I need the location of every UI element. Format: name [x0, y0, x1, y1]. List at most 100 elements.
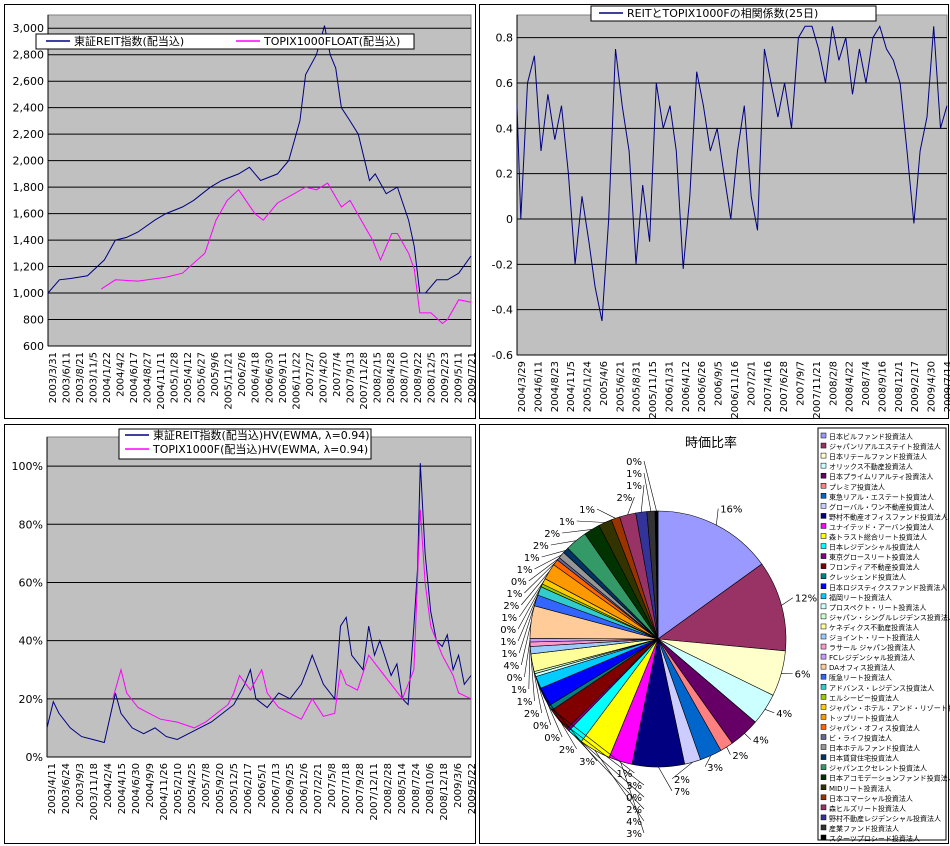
- x-tick-label: 2004/8/23: [550, 361, 561, 412]
- pie-data-label: 4%: [776, 709, 792, 720]
- pie-leader-line: [521, 621, 532, 666]
- series-line-0: [47, 25, 472, 294]
- pie-data-label: 0%: [544, 733, 560, 744]
- legend-swatch: [820, 794, 827, 801]
- pie-data-label: 4%: [753, 736, 769, 747]
- market-cap-pie-panel: 時価比率 16% 12% 6% 4% 4% 2% 3% 2% 7% 0% 1% 1% 2% 1% 1% 2% 2%…: [479, 424, 950, 844]
- legend-swatch: [820, 714, 827, 720]
- legend-label: REITとTOPIX1000Fの相関係数(25日): [627, 7, 818, 20]
- x-tick-label: 2009/2/17: [910, 361, 921, 412]
- y-tick-label: 1,600: [13, 208, 45, 221]
- pie-leader-line: [524, 562, 556, 594]
- x-tick-label: 2004/11/5: [566, 361, 577, 412]
- x-tick-label: 2005/8/31: [632, 361, 643, 412]
- x-tick-label: 2008/9/16: [877, 361, 888, 412]
- volatility-chart-panel: 0% 20% 40% 60% 80% 100% 2003/4/11 2003/6/24 2003…: [4, 424, 477, 844]
- legend-swatch: [820, 643, 827, 650]
- pie-leader-line: [528, 644, 531, 690]
- x-tick-label: 2004/6/30: [131, 763, 142, 814]
- legend-label: 日本賃貸住宅投資法人: [829, 754, 899, 763]
- pie-data-label: 1%: [501, 649, 517, 660]
- y-tick-label: 2,800: [13, 49, 45, 62]
- x-tick-label: 2007/11/21: [812, 361, 823, 419]
- legend-label: 野村不動産オフィスファンド投資法人: [829, 512, 948, 521]
- pie-leader-line: [620, 761, 645, 834]
- legend-label: 日本ビルファンド投資法人: [829, 432, 913, 441]
- y-tick-label: 0: [506, 213, 513, 226]
- legend-swatch: [820, 523, 827, 529]
- x-tick-label: 2004/3/29: [517, 361, 528, 412]
- pie-data-label: 0%: [533, 721, 549, 732]
- legend-label: 日本ホテルファンド投資法人: [829, 744, 920, 753]
- x-tick-label: 2009/2/23: [440, 352, 451, 403]
- y-tick-label: 0.2: [496, 168, 514, 181]
- pie-data-label: 1%: [579, 505, 595, 516]
- legend-swatch: [820, 623, 827, 630]
- x-tick-label: 2004/11/11: [156, 352, 167, 410]
- x-tick-label: 2005/11/21: [224, 352, 235, 410]
- pie-leader-line: [704, 755, 712, 767]
- series-line-0: [46, 463, 472, 744]
- legend-swatch: [820, 613, 827, 620]
- x-tick-label: 2006/1/31: [664, 361, 675, 412]
- pie-data-label: 1%: [500, 637, 516, 648]
- legend-label: 森ヒルズリート投資法人: [829, 804, 906, 813]
- x-tick-label: 2005/2/10: [173, 763, 184, 814]
- legend-swatch: [820, 694, 827, 700]
- x-tick-label: 2006/7/13: [271, 763, 282, 814]
- legend-label: ジャパン・シングルレジデンス投資法人: [829, 613, 950, 622]
- x-tick-label: 2007/7/18: [341, 763, 352, 814]
- x-tick-label: 2006/9/11: [278, 352, 289, 403]
- x-tick-label: 2008/7/10: [399, 352, 410, 403]
- pie-data-label: 3%: [707, 763, 723, 774]
- pie-leader-line: [518, 581, 544, 618]
- legend-swatch: [820, 804, 827, 811]
- x-tick-label: 2005/9/20: [215, 763, 226, 814]
- x-tick-label: 2004/11/26: [159, 763, 170, 821]
- pie-leader-line: [643, 472, 652, 512]
- legend-label: 日本レジデンシャル投資法人: [829, 543, 920, 552]
- pie-leader-line: [596, 508, 616, 519]
- x-tick-label: 2007/6/28: [779, 361, 790, 412]
- pie-data-label: 3%: [626, 781, 642, 792]
- x-tick-label: 2003/6/24: [61, 763, 72, 814]
- pie-leader-line: [576, 520, 606, 523]
- x-tick-label: 2008/2/28: [383, 763, 394, 814]
- y-tick-label: 100%: [12, 460, 43, 473]
- legend-swatch: [820, 764, 827, 770]
- x-tick-label: 2009/5/11: [453, 352, 464, 403]
- legend-swatch: [820, 503, 827, 509]
- legend-swatch: [820, 754, 827, 760]
- pie-title: 時価比率: [685, 435, 737, 451]
- x-tick-label: 2008/4/28: [386, 352, 397, 403]
- x-tick-label: 2007/9/28: [355, 763, 366, 814]
- x-tick-label: 2008/4/22: [845, 361, 856, 412]
- legend-swatch: [820, 553, 827, 559]
- pie-data-label: 0%: [511, 577, 527, 588]
- x-tick-label: 2008/9/22: [413, 352, 424, 403]
- pie-leader-line: [744, 733, 752, 740]
- series-line-1: [100, 182, 472, 325]
- pie-leader-line: [518, 600, 537, 654]
- pie-leader-line: [567, 729, 645, 798]
- pie-data-label: 1%: [626, 481, 642, 492]
- pie-leader-line: [517, 590, 540, 642]
- pie-slice: [657, 510, 763, 640]
- legend-swatch: [820, 774, 827, 780]
- y-tick-label: 1,800: [13, 181, 45, 194]
- x-tick-label: 2009/4/30: [927, 361, 938, 412]
- pie-leader-line: [534, 674, 563, 738]
- series-line-0: [516, 25, 948, 322]
- pie-data-label: 2%: [533, 541, 549, 552]
- legend-swatch: [820, 653, 827, 660]
- x-tick-label: 2003/4/11: [47, 763, 58, 814]
- x-tick-label: 2007/9/13: [345, 352, 356, 403]
- pie-leader-line: [530, 650, 535, 702]
- legend-label: クレッシェンド投資法人: [829, 573, 906, 582]
- x-tick-label: 2005/6/21: [615, 361, 626, 412]
- legend-swatch: [820, 472, 827, 479]
- index-line-chart: 600 800 1,000 1,200 1,400 1,600 1,800 2,000 2,20…: [13, 14, 477, 410]
- y-tick-label: -0.4: [492, 304, 513, 317]
- pie-data-label: 1%: [559, 517, 575, 528]
